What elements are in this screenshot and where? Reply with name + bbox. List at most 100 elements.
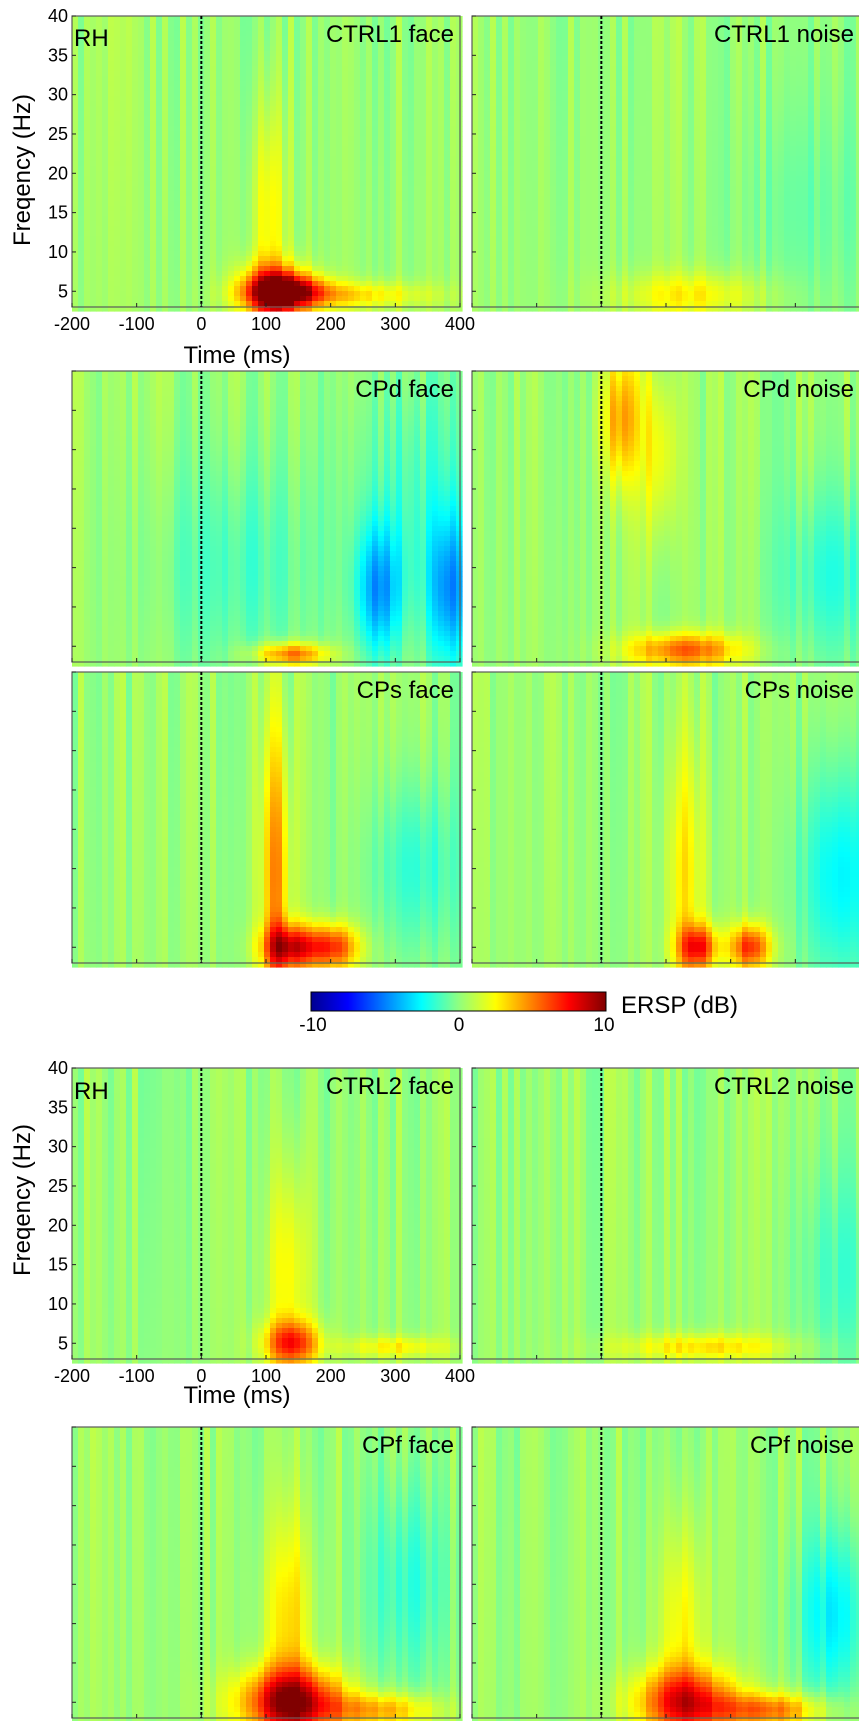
heatmap-cell xyxy=(408,41,415,47)
heatmap-cell xyxy=(574,211,581,217)
heatmap-cell xyxy=(348,306,355,312)
heatmap-cell xyxy=(538,36,545,42)
heatmap-cell xyxy=(426,151,433,157)
heatmap-cell xyxy=(372,236,379,242)
heatmap-cell xyxy=(408,16,415,22)
heatmap-cell xyxy=(228,46,235,52)
heatmap-cell xyxy=(306,76,313,82)
heatmap-cell xyxy=(402,181,409,187)
heatmap-cell xyxy=(526,301,533,307)
heatmap-cell xyxy=(390,76,397,82)
heatmap-cell xyxy=(348,276,355,282)
heatmap-cell xyxy=(120,271,127,277)
heatmap-cell xyxy=(186,261,193,267)
heatmap-cell xyxy=(372,26,379,32)
heatmap-cell xyxy=(246,276,253,282)
heatmap-cell xyxy=(312,251,319,257)
heatmap-cell xyxy=(102,301,109,307)
heatmap-cell xyxy=(78,111,85,117)
heatmap-cell xyxy=(120,71,127,77)
heatmap-cell xyxy=(228,116,235,122)
heatmap-cell xyxy=(336,36,343,42)
heatmap-cell xyxy=(180,91,187,97)
heatmap-cell xyxy=(108,106,115,112)
heatmap-cell xyxy=(544,251,551,257)
heatmap-cell xyxy=(408,191,415,197)
heatmap-cell xyxy=(246,126,253,132)
heatmap-cell xyxy=(252,216,259,222)
heatmap-cell xyxy=(192,66,199,72)
heatmap-cell xyxy=(456,111,463,117)
heatmap-cell xyxy=(420,91,427,97)
heatmap-cell xyxy=(384,236,391,242)
heatmap-cell xyxy=(508,141,515,147)
heatmap-cell xyxy=(450,266,457,272)
heatmap-cell xyxy=(126,136,133,142)
heatmap-cell xyxy=(300,201,307,207)
heatmap-cell xyxy=(270,66,277,72)
heatmap-cell xyxy=(484,271,491,277)
heatmap-cell xyxy=(192,286,199,292)
heatmap-cell xyxy=(300,46,307,52)
heatmap-cell xyxy=(556,26,563,32)
heatmap-cell xyxy=(318,86,325,92)
heatmap-cell xyxy=(574,301,581,307)
heatmap-cell xyxy=(150,31,157,37)
heatmap-cell xyxy=(450,206,457,212)
heatmap-cell xyxy=(450,171,457,177)
heatmap-cell xyxy=(372,161,379,167)
heatmap-cell xyxy=(276,201,283,207)
heatmap-cell xyxy=(508,166,515,172)
heatmap-cell xyxy=(450,291,457,297)
heatmap-cell xyxy=(234,146,241,152)
heatmap-cell xyxy=(544,176,551,182)
heatmap-cell xyxy=(126,301,133,307)
heatmap-cell xyxy=(168,246,175,252)
heatmap-cell xyxy=(168,41,175,47)
heatmap-cell xyxy=(138,261,145,267)
heatmap-cell xyxy=(378,91,385,97)
heatmap-cell xyxy=(402,61,409,67)
heatmap-cell xyxy=(246,41,253,47)
heatmap-cell xyxy=(354,61,361,67)
heatmap-cell xyxy=(270,276,277,282)
heatmap-cell xyxy=(562,31,569,37)
heatmap-cell xyxy=(496,206,503,212)
heatmap-cell xyxy=(348,76,355,82)
heatmap-cell xyxy=(96,66,103,72)
heatmap-cell xyxy=(330,31,337,37)
heatmap-cell xyxy=(538,81,545,87)
heatmap-cell xyxy=(300,21,307,27)
heatmap-cell xyxy=(526,61,533,67)
heatmap-cell xyxy=(102,76,109,82)
heatmap-cell xyxy=(384,36,391,42)
heatmap-cell xyxy=(366,81,373,87)
heatmap-cell xyxy=(556,236,563,242)
heatmap-cell xyxy=(282,186,289,192)
heatmap-cell xyxy=(168,111,175,117)
heatmap-cell xyxy=(444,121,451,127)
heatmap-cell xyxy=(444,271,451,277)
heatmap-cell xyxy=(520,276,527,282)
heatmap-cell xyxy=(270,51,277,57)
heatmap-cell xyxy=(348,156,355,162)
heatmap-cell xyxy=(484,266,491,272)
heatmap-cell xyxy=(550,261,557,267)
heatmap-cell xyxy=(396,31,403,37)
heatmap-cell xyxy=(228,196,235,202)
heatmap-cell xyxy=(450,226,457,232)
heatmap-cell xyxy=(258,206,265,212)
heatmap-cell xyxy=(342,226,349,232)
heatmap-cell xyxy=(366,51,373,57)
heatmap-cell xyxy=(234,126,241,132)
heatmap-cell xyxy=(264,186,271,192)
heatmap-cell xyxy=(336,216,343,222)
heatmap-cell xyxy=(114,41,121,47)
heatmap-cell xyxy=(580,76,587,82)
heatmap-cell xyxy=(520,81,527,87)
heatmap-cell xyxy=(240,306,247,312)
heatmap-cell xyxy=(294,171,301,177)
heatmap-cell xyxy=(568,26,575,32)
heatmap-cell xyxy=(520,131,527,137)
